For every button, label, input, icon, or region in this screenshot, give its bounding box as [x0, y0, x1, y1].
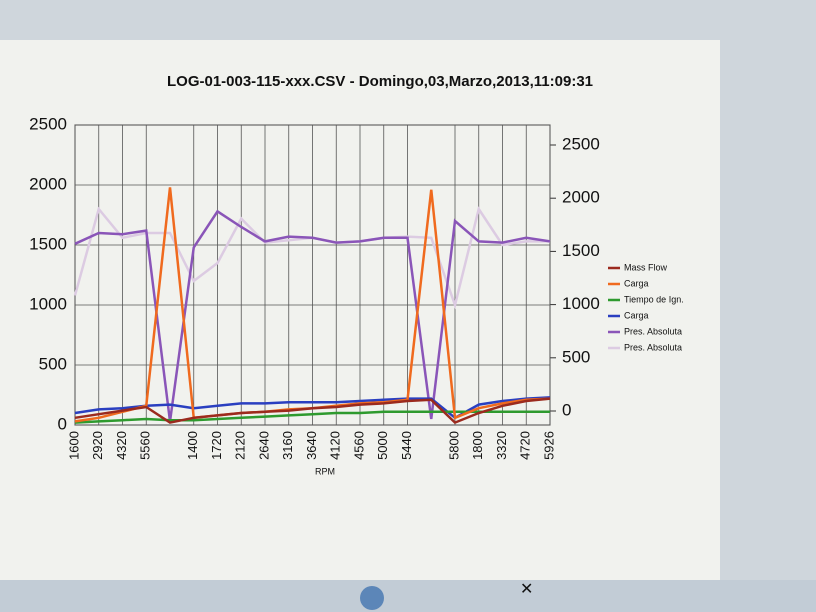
x-tick-label: 1600: [66, 431, 81, 460]
y2-tick-label: 1000: [562, 294, 600, 313]
x-tick-label: 3640: [304, 431, 319, 460]
x-tick-label: 1720: [209, 431, 224, 460]
legend-label: Pres. Absoluta: [624, 326, 682, 336]
x-tick-label: 2920: [90, 431, 105, 460]
y2-tick-label: 2000: [562, 188, 600, 207]
play-button[interactable]: [360, 586, 384, 610]
legend-label: Pres. Absoluta: [624, 342, 682, 352]
y2-tick-label: 1500: [562, 241, 600, 260]
y-tick-label: 500: [39, 354, 67, 373]
legend-label: Mass Flow: [624, 262, 668, 272]
x-tick-label: 1400: [185, 431, 200, 460]
x-tick-label: 5440: [399, 431, 414, 460]
x-axis-label: RPM: [315, 466, 335, 476]
y2-tick-label: 500: [562, 347, 590, 366]
x-tick-label: 2120: [233, 431, 248, 460]
x-tick-label: 4120: [328, 431, 343, 460]
series-line: [74, 209, 551, 422]
y-tick-label: 1000: [29, 294, 67, 313]
chart-title: LOG-01-003-115-xxx.CSV - Domingo,03,Marz…: [167, 73, 593, 90]
toolbar: [0, 580, 816, 612]
legend-label: Carga: [624, 278, 649, 288]
legend-label: Tiempo de Ign.: [624, 294, 684, 304]
series-line: [74, 396, 551, 420]
y-tick-label: 2500: [29, 114, 67, 133]
x-tick-label: 3160: [280, 431, 295, 460]
y2-tick-label: 2500: [562, 134, 600, 153]
x-tick-label: 4720: [518, 431, 533, 460]
x-tick-label: 3320: [494, 431, 509, 460]
x-tick-label: 5560: [138, 431, 153, 460]
close-icon[interactable]: ✕: [520, 581, 533, 598]
x-tick-label: 5000: [375, 431, 390, 460]
x-tick-label: 4560: [351, 431, 366, 460]
legend-label: Carga: [624, 310, 649, 320]
x-tick-label: 1800: [470, 431, 485, 460]
x-tick-label: 5926: [541, 431, 556, 460]
x-tick-label: 5800: [446, 431, 461, 460]
y-tick-label: 2000: [29, 174, 67, 193]
x-tick-label: 2640: [256, 431, 271, 460]
y2-tick-label: 0: [562, 400, 571, 419]
x-tick-label: 4320: [114, 431, 129, 460]
series-line: [74, 397, 551, 425]
y-tick-label: 1500: [29, 234, 67, 253]
y-tick-label: 0: [58, 414, 67, 433]
